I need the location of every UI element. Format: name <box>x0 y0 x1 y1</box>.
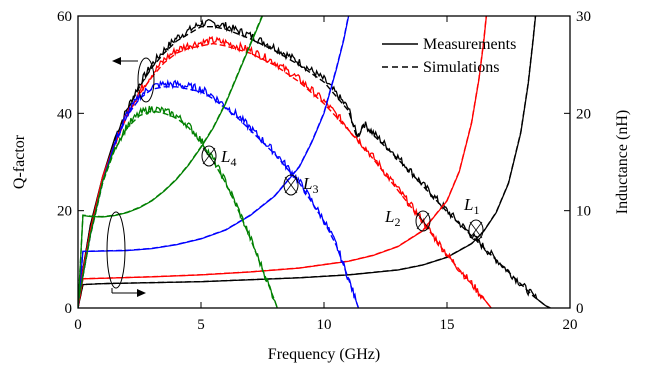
annotation-l3: L3 <box>302 174 318 196</box>
annotation-l4: L4 <box>220 147 236 169</box>
l4-marker-cross-b <box>202 147 216 165</box>
y-right-tick-label: 20 <box>576 106 591 122</box>
y-axis-right-label: Inductance (nH) <box>614 110 631 214</box>
l1-marker-circle <box>468 219 484 241</box>
l-axis-arrowhead <box>137 289 146 297</box>
x-tick-label: 20 <box>563 317 578 333</box>
series-l2-l-measurement <box>78 16 488 308</box>
l2-marker-circle <box>415 210 431 232</box>
x-axis-label: Frequency (GHz) <box>268 346 380 363</box>
legend-label-simulations: Simulations <box>423 59 499 76</box>
series-l4-l-measurement <box>78 16 264 308</box>
series-l4-q-measurement <box>78 105 278 308</box>
y-left-tick-label: 20 <box>57 204 72 220</box>
y-left-tick-label: 40 <box>57 106 72 122</box>
x-tick-label: 10 <box>317 317 332 333</box>
annotation-l2: L2 <box>384 207 400 229</box>
q-axis-arrowhead <box>112 57 121 65</box>
y-right-tick-label: 10 <box>576 204 591 220</box>
y-right-tick-label: 0 <box>576 301 584 317</box>
series-l2-q-measurement <box>78 35 492 308</box>
q-group-ellipse <box>137 57 155 103</box>
y-left-tick-label: 60 <box>57 9 72 25</box>
legend-label-measurements: Measurements <box>423 36 516 53</box>
l3-marker-circle <box>283 174 299 196</box>
series-l3-l-measurement <box>78 16 350 308</box>
l4-marker-circle <box>201 145 217 167</box>
series-l3-q-simulation <box>78 86 360 308</box>
annotation-layer: L4 L3 L2 L1 <box>106 57 484 297</box>
series-layer <box>78 16 551 308</box>
y-axis-left-label: Q-factor <box>11 134 28 189</box>
y-left-tick-label: 0 <box>65 301 73 317</box>
y-right-tick-label: 30 <box>576 9 591 25</box>
series-l2-q-simulation <box>78 42 492 308</box>
l-group-ellipse <box>106 211 126 289</box>
x-tick-label: 5 <box>197 317 205 333</box>
x-tick-label: 0 <box>74 317 82 333</box>
l1-marker-cross-b <box>469 221 483 239</box>
annotation-l1: L1 <box>463 195 479 217</box>
x-tick-label: 15 <box>440 317 455 333</box>
l2-marker-cross-b <box>416 212 430 230</box>
series-l1-l-measurement <box>78 16 537 308</box>
l3-marker-cross-b <box>284 176 298 194</box>
legend: Measurements Simulations <box>382 36 516 76</box>
series-l3-q-measurement <box>78 78 360 308</box>
